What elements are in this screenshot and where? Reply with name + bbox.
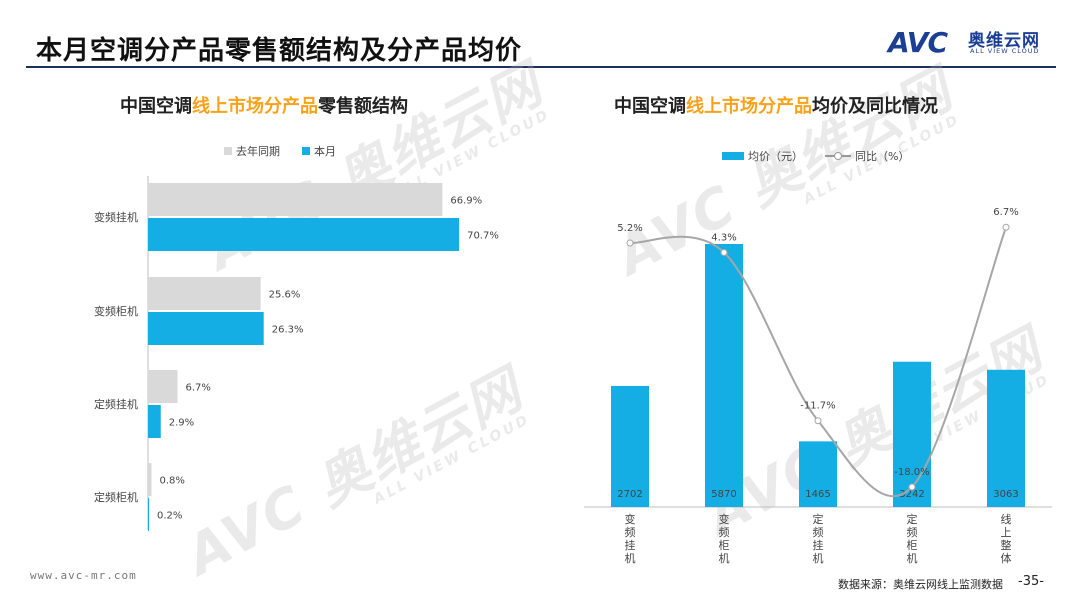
bar-avg-price: [705, 244, 743, 507]
avc-logo: AVC 奥维云网 ALL VIEW CLOUD: [888, 26, 1058, 59]
bar-current-label: 2.9%: [169, 418, 194, 429]
yoy-point-label: 6.7%: [993, 207, 1018, 218]
yoy-line: [629, 226, 1007, 498]
yoy-point-label: -11.7%: [800, 401, 835, 412]
right-chart-legend: 均价（元） 同比（%）: [722, 148, 931, 164]
right-category-label: 变频挂机: [625, 512, 636, 565]
logo-cn-text: 奥维云网: [968, 31, 1040, 51]
yoy-point: [1002, 223, 1010, 231]
bar-last-year: [148, 370, 178, 403]
yoy-point: [908, 483, 916, 491]
left-category-label: 变频挂机: [94, 210, 138, 224]
bar-current: [148, 498, 149, 531]
bar-avg-price-label: 1465: [805, 489, 830, 500]
logo-mark: AVC: [888, 26, 948, 59]
yoy-point: [626, 239, 634, 247]
bar-last-year-label: 25.6%: [269, 290, 301, 301]
bar-avg-price: [987, 369, 1025, 507]
legend-swatch-avg-price: [722, 152, 744, 160]
bar-last-year-label: 6.7%: [185, 383, 210, 394]
bar-current-label: 0.2%: [157, 511, 182, 522]
bar-last-year-label: 66.9%: [450, 196, 482, 207]
page-title: 本月空调分产品零售额结构及分产品均价: [36, 36, 523, 66]
bar-last-year: [148, 277, 261, 310]
right-category-label: 线上整体: [1001, 512, 1012, 565]
bar-avg-price: [611, 385, 649, 507]
bar-current: [148, 218, 460, 251]
legend-item-yoy: 同比（%）: [825, 148, 909, 164]
page-number: -35-: [1018, 574, 1044, 589]
bar-current-label: 70.7%: [467, 231, 499, 242]
yoy-point: [720, 248, 728, 256]
bar-avg-price-label: 5870: [711, 489, 736, 500]
bar-avg-price-label: 3063: [993, 489, 1018, 500]
legend-swatch-last-year: [224, 147, 232, 155]
yoy-point-label: 4.3%: [711, 232, 736, 243]
yoy-point-label: 5.2%: [617, 223, 642, 234]
legend-swatch-yoy: [825, 151, 851, 161]
right-category-label: 定频柜机: [907, 512, 918, 565]
footer-url: www.avc-mr.com: [30, 569, 137, 582]
yoy-point: [814, 417, 822, 425]
legend-item-avg-price: 均价（元）: [722, 148, 803, 164]
right-chart-title: 中国空调线上市场分产品均价及同比情况: [614, 96, 938, 117]
logo-en-text: ALL VIEW CLOUD: [970, 47, 1040, 55]
bar-avg-price: [893, 361, 931, 507]
bar-last-year-label: 0.8%: [160, 476, 185, 487]
bar-current: [148, 405, 161, 438]
right-category-label: 定频挂机: [813, 512, 824, 565]
left-chart-legend: 去年同期 本月: [224, 143, 358, 159]
legend-item-current: 本月: [302, 143, 336, 159]
bar-last-year: [148, 183, 443, 216]
bar-current-label: 26.3%: [272, 325, 304, 336]
left-category-label: 定频挂机: [94, 397, 138, 411]
left-category-label: 定频柜机: [94, 490, 138, 504]
bar-avg-price-label: 2702: [617, 489, 642, 500]
legend-item-last-year: 去年同期: [224, 143, 280, 159]
footer-source: 数据来源：奥维云网线上监测数据: [838, 578, 1003, 591]
yoy-point-label: -18.0%: [894, 467, 929, 478]
bar-avg-price-label: 3242: [899, 489, 924, 500]
title-divider: [26, 66, 1056, 68]
bar-avg-price: [799, 441, 837, 507]
left-category-label: 变频柜机: [94, 304, 138, 318]
left-chart-title: 中国空调线上市场分产品零售额结构: [120, 96, 408, 117]
bar-last-year: [148, 463, 152, 496]
right-category-label: 变频柜机: [719, 512, 730, 565]
legend-swatch-current: [302, 147, 310, 155]
bar-current: [148, 312, 264, 345]
